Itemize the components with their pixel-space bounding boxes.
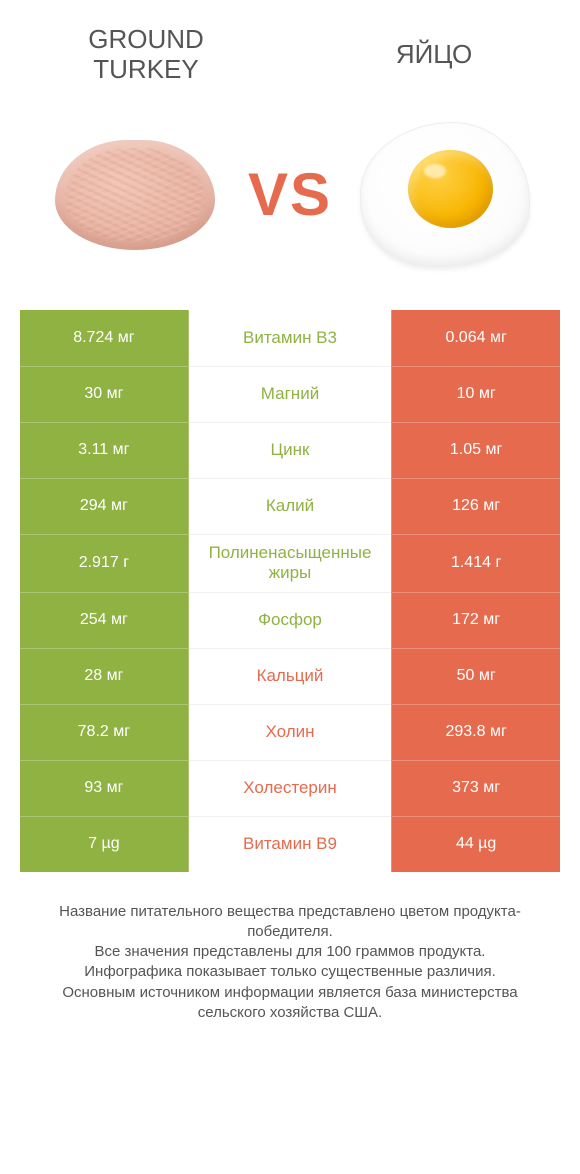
- footnote: Название питательного вещества представл…: [20, 902, 560, 1024]
- cell-nutrient-label: Витамин B9: [189, 816, 392, 872]
- infographic-page: GROUNDTURKEY ЯЙЦО VS 8.724 мгВитамин B30…: [0, 0, 580, 1174]
- cell-nutrient-label: Калий: [189, 478, 392, 534]
- table-row: 254 мгФосфор172 мг: [20, 592, 560, 648]
- cell-nutrient-label: Цинк: [189, 422, 392, 478]
- cell-nutrient-label: Магний: [189, 366, 392, 422]
- title-right: ЯЙЦО: [338, 40, 530, 70]
- title-left: GROUNDTURKEY: [50, 25, 242, 85]
- cell-nutrient-label: Витамин B3: [189, 310, 392, 366]
- ground-turkey-icon: [55, 140, 215, 250]
- cell-left-value: 2.917 г: [20, 534, 189, 592]
- cell-left-value: 7 µg: [20, 816, 189, 872]
- cell-right-value: 293.8 мг: [391, 704, 560, 760]
- cell-left-value: 30 мг: [20, 366, 189, 422]
- cell-right-value: 373 мг: [391, 760, 560, 816]
- cell-nutrient-label: Полиненасыщенные жиры: [189, 534, 392, 592]
- cell-left-value: 8.724 мг: [20, 310, 189, 366]
- cell-right-value: 10 мг: [391, 366, 560, 422]
- table-row: 93 мгХолестерин373 мг: [20, 760, 560, 816]
- cell-nutrient-label: Фосфор: [189, 592, 392, 648]
- table-row: 294 мгКалий126 мг: [20, 478, 560, 534]
- table-row: 28 мгКальций50 мг: [20, 648, 560, 704]
- fried-egg-icon: [360, 122, 530, 267]
- cell-left-value: 93 мг: [20, 760, 189, 816]
- table-row: 78.2 мгХолин293.8 мг: [20, 704, 560, 760]
- cell-right-value: 0.064 мг: [391, 310, 560, 366]
- cell-left-value: 294 мг: [20, 478, 189, 534]
- hero-left-image: [45, 105, 225, 285]
- table-row: 2.917 гПолиненасыщенные жиры1.414 г: [20, 534, 560, 592]
- egg-yolk-icon: [408, 150, 493, 228]
- cell-nutrient-label: Холестерин: [189, 760, 392, 816]
- cell-right-value: 44 µg: [391, 816, 560, 872]
- hero-row: VS: [20, 105, 560, 285]
- vs-label: VS: [248, 160, 332, 229]
- cell-left-value: 3.11 мг: [20, 422, 189, 478]
- cell-right-value: 172 мг: [391, 592, 560, 648]
- cell-right-value: 50 мг: [391, 648, 560, 704]
- cell-right-value: 1.05 мг: [391, 422, 560, 478]
- titles-row: GROUNDTURKEY ЯЙЦО: [20, 25, 560, 85]
- table-row: 3.11 мгЦинк1.05 мг: [20, 422, 560, 478]
- table-row: 8.724 мгВитамин B30.064 мг: [20, 310, 560, 366]
- cell-left-value: 254 мг: [20, 592, 189, 648]
- cell-nutrient-label: Кальций: [189, 648, 392, 704]
- cell-left-value: 78.2 мг: [20, 704, 189, 760]
- hero-right-image: [355, 105, 535, 285]
- cell-right-value: 1.414 г: [391, 534, 560, 592]
- cell-right-value: 126 мг: [391, 478, 560, 534]
- table-row: 7 µgВитамин B944 µg: [20, 816, 560, 872]
- cell-left-value: 28 мг: [20, 648, 189, 704]
- nutrient-table: 8.724 мгВитамин B30.064 мг30 мгМагний10 …: [20, 310, 560, 872]
- table-row: 30 мгМагний10 мг: [20, 366, 560, 422]
- cell-nutrient-label: Холин: [189, 704, 392, 760]
